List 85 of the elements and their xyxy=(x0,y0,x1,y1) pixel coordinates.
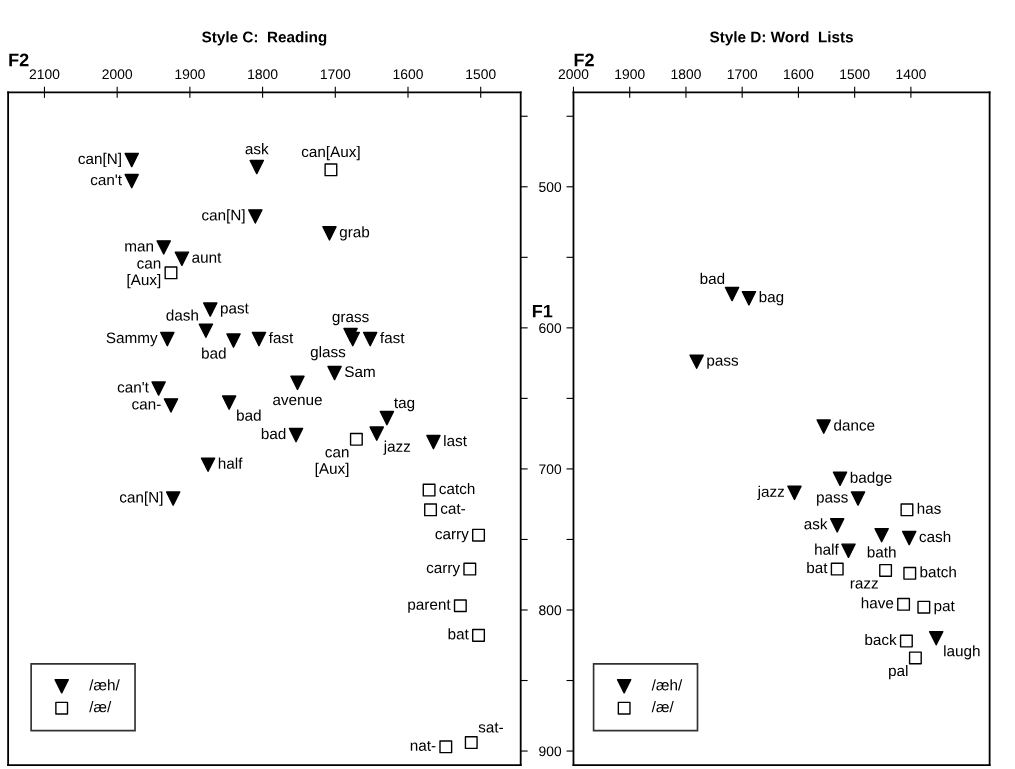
annotation: half xyxy=(218,457,243,469)
annotation: half xyxy=(815,543,839,555)
annotation: nat- xyxy=(410,740,436,751)
annotation: ask xyxy=(245,143,269,155)
x-tick-label: 1800 xyxy=(248,69,278,80)
annotation: cat- xyxy=(440,503,466,514)
x-axis-title: F2 xyxy=(574,53,594,67)
x-tick-label: 1700 xyxy=(320,69,351,80)
x-tick-label: 1600 xyxy=(784,69,814,80)
annotation: fast xyxy=(268,332,294,344)
y-tick-label: 600 xyxy=(539,323,562,334)
annotation: batch xyxy=(920,566,956,578)
chart-title: Style D: Word Lists xyxy=(709,31,853,46)
annotation: badge xyxy=(850,471,892,486)
annotation: pass xyxy=(707,357,739,369)
annotation: can [Aux] xyxy=(127,260,161,289)
annotation: past xyxy=(220,303,249,317)
annotation: can- xyxy=(132,401,161,410)
y-tick-label: 700 xyxy=(539,464,562,475)
y-tick-label: 800 xyxy=(539,605,562,616)
annotation: dash xyxy=(166,309,198,321)
x-tick-label: 1800 xyxy=(671,69,701,80)
annotation: bat xyxy=(448,628,469,640)
annotation: Sam xyxy=(344,366,375,378)
annotation: cash xyxy=(919,530,951,543)
y-tick-label: 900 xyxy=(539,746,562,757)
annotation: laugh xyxy=(944,645,980,660)
annotation: can[N] xyxy=(202,209,245,224)
annotation: parent xyxy=(408,599,451,613)
annotation: last xyxy=(444,435,467,447)
annotation: bad xyxy=(237,409,261,421)
annotation: ask xyxy=(804,518,828,530)
x-tick-label: 1700 xyxy=(727,69,758,80)
annotation: bag xyxy=(759,291,784,306)
legend-label: /æh/ xyxy=(89,679,120,691)
x-axis-title: F2 xyxy=(9,53,29,67)
annotation: can't xyxy=(117,381,149,393)
x-tick-label: 1500 xyxy=(466,69,496,80)
x-tick-label: 2000 xyxy=(558,69,589,80)
annotation: pat xyxy=(934,601,955,615)
annotation: sat- xyxy=(478,722,503,733)
annotation: bad xyxy=(700,272,725,285)
annotation: aunt xyxy=(192,252,222,263)
annotation: carry xyxy=(426,564,461,577)
annotation: jazz xyxy=(757,485,784,501)
legend-label: /æh/ xyxy=(651,679,683,691)
annotation: back xyxy=(865,633,897,646)
annotation: pal xyxy=(889,664,908,680)
annotation: can[N] xyxy=(119,491,163,506)
annotation: fast xyxy=(380,332,405,344)
y-axis-title: F1 xyxy=(532,304,553,318)
x-tick-label: 1600 xyxy=(393,69,423,80)
y-tick-label: 500 xyxy=(539,182,562,192)
annotation: has xyxy=(917,502,941,514)
annotation: pass xyxy=(817,494,848,506)
annotation: razz xyxy=(850,580,878,589)
annotation: bat xyxy=(807,561,828,574)
annotation: can[N] xyxy=(78,152,121,168)
legend-label: /æ/ xyxy=(651,701,674,713)
chart-title: Style C: Reading xyxy=(202,31,327,46)
x-tick-label: 2000 xyxy=(102,69,133,80)
legend-label: /æ/ xyxy=(89,701,112,713)
annotation: man xyxy=(125,243,153,252)
annotation: grass xyxy=(332,313,369,326)
annotation: jazz xyxy=(383,440,411,455)
x-tick-label: 1400 xyxy=(896,69,926,80)
annotation: can[Aux] xyxy=(301,145,360,161)
annotation: catch xyxy=(439,482,475,495)
annotation: glass xyxy=(310,346,346,361)
annotation: can [Aux] xyxy=(315,449,349,477)
annotation: avenue xyxy=(273,396,322,406)
x-tick-label: 2100 xyxy=(29,69,60,80)
annotation: can't xyxy=(90,174,122,186)
annotation: tag xyxy=(394,398,415,412)
annotation: have xyxy=(861,597,894,609)
x-tick-label: 1900 xyxy=(615,69,645,80)
annotation: carry xyxy=(435,530,469,543)
annotation: bad xyxy=(202,347,226,359)
annotation: bad xyxy=(261,427,286,440)
annotation: Sammy xyxy=(106,332,158,347)
annotation: grab xyxy=(339,226,370,241)
annotation: bath xyxy=(867,546,896,558)
x-tick-label: 1900 xyxy=(175,69,205,80)
x-tick-label: 1500 xyxy=(840,69,870,80)
annotation: dance xyxy=(834,419,875,431)
